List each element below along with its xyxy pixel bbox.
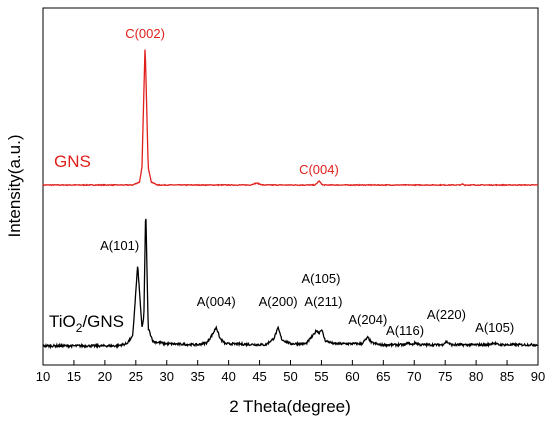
- x-tick-label: 15: [67, 369, 81, 384]
- peak-annotation: C(004): [299, 162, 339, 177]
- series-line-tio2-gns: [42, 218, 539, 350]
- annotation-layer: C(002)C(004)A(101)A(004) A(200)A(105)A(21…: [100, 26, 514, 338]
- series-label-tio2-main: TiO: [49, 312, 76, 331]
- series-line-gns: [42, 49, 539, 187]
- x-tick-label: 10: [36, 369, 50, 384]
- peak-annotation: C(002): [125, 26, 165, 41]
- series-label-gns: GNS: [54, 152, 91, 171]
- series-label-tio2-sub: 2: [76, 321, 83, 335]
- peak-annotation: A(220): [427, 307, 466, 322]
- peak-annotation: A(004): [197, 294, 236, 309]
- peak-annotation: A(105): [475, 320, 514, 335]
- peak-annotation: A(105): [301, 271, 340, 286]
- x-tick-label: 25: [129, 369, 143, 384]
- peak-annotation: A(116): [386, 323, 424, 338]
- x-tick-label: 20: [98, 369, 112, 384]
- x-tick-label: 80: [469, 369, 483, 384]
- x-axis-ticks: 10 15 20 25 30 35 40 45 50 55 60 65 70 75 80 85 90: [36, 360, 545, 384]
- x-tick-label: 70: [407, 369, 421, 384]
- x-tick-label: 75: [438, 369, 452, 384]
- x-axis-title: 2 Theta(degree): [229, 397, 351, 416]
- x-tick-label: 90: [531, 369, 545, 384]
- peak-annotation: A(200): [259, 294, 298, 309]
- series-label-tio2-rest: /GNS: [82, 312, 124, 331]
- y-axis-title: Intensity(a.u.): [5, 135, 24, 238]
- x-tick-label: 45: [252, 369, 266, 384]
- series-label-tio2-gns: TiO2/GNS: [49, 312, 124, 335]
- peak-annotation: A(101): [100, 238, 139, 253]
- x-tick-label: 35: [190, 369, 204, 384]
- peak-annotation: A(211): [304, 294, 342, 309]
- x-tick-label: 40: [221, 369, 235, 384]
- peak-annotation: A(204): [348, 312, 387, 327]
- x-tick-label: 55: [314, 369, 328, 384]
- x-tick-label: 50: [283, 369, 297, 384]
- x-tick-label: 65: [376, 369, 390, 384]
- series-layer: [42, 49, 539, 350]
- x-tick-label: 30: [160, 369, 174, 384]
- x-tick-label: 85: [500, 369, 514, 384]
- x-tick-label: 60: [345, 369, 359, 384]
